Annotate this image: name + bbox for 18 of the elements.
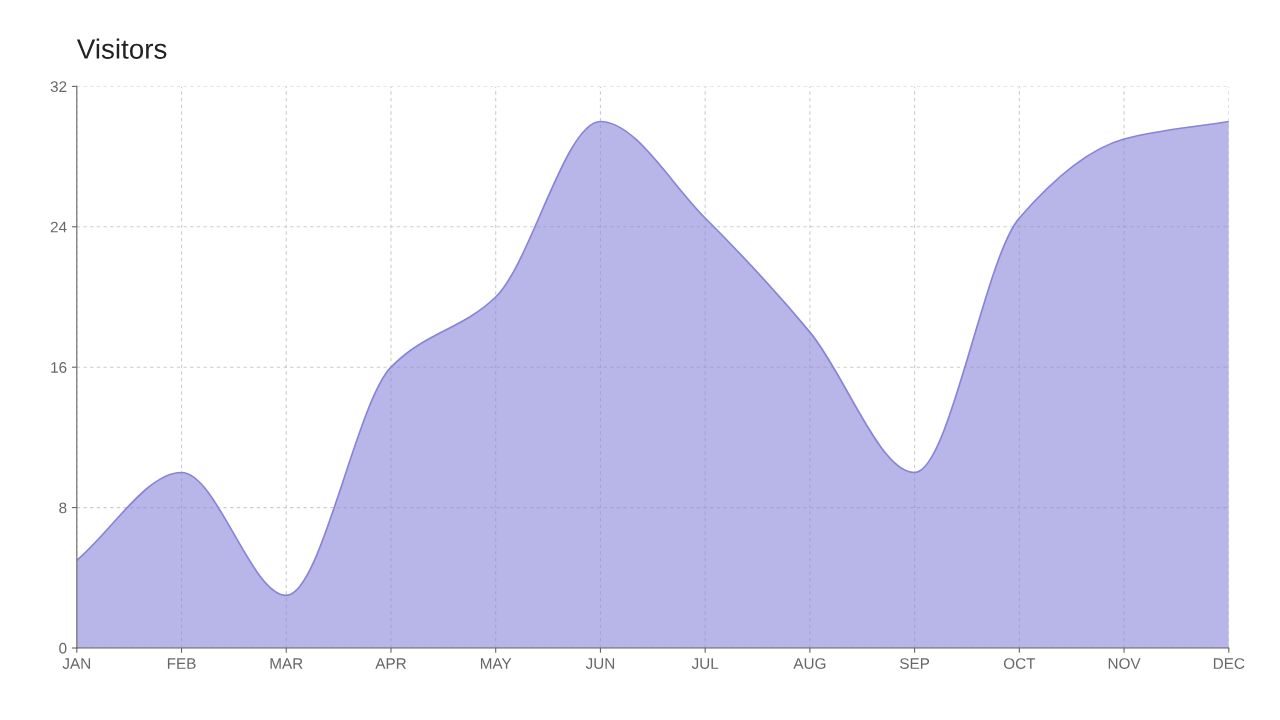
x-tick-label: OCT bbox=[1003, 658, 1036, 669]
x-tick-label: JAN bbox=[62, 658, 90, 669]
y-tick-label: 0 bbox=[59, 642, 67, 654]
x-tick-label: AUG bbox=[793, 658, 826, 669]
chart-title: Visitors bbox=[76, 38, 167, 59]
y-tick-label: 8 bbox=[59, 502, 67, 514]
x-tick-label: MAR bbox=[270, 658, 303, 669]
x-tick-label: JUN bbox=[585, 658, 615, 669]
x-tick-label: MAY bbox=[480, 658, 512, 669]
y-tick-label: 32 bbox=[50, 81, 67, 93]
x-tick-label: FEB bbox=[167, 658, 196, 669]
x-tick-label: DEC bbox=[1213, 658, 1245, 669]
x-tick-label: JUL bbox=[691, 658, 719, 669]
x-tick-label: SEP bbox=[900, 658, 930, 669]
x-tick-label: NOV bbox=[1108, 658, 1141, 669]
y-tick-label: 24 bbox=[50, 221, 67, 233]
x-tick-label: APR bbox=[375, 658, 406, 669]
y-tick-label: 16 bbox=[51, 362, 67, 373]
